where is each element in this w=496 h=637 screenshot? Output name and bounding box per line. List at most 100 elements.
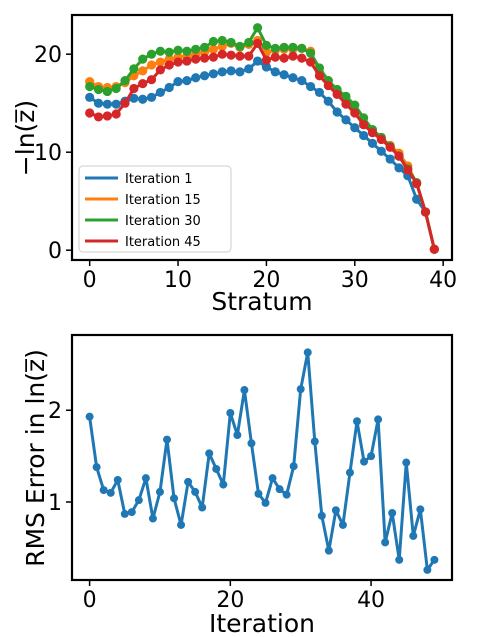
data-point <box>155 87 165 98</box>
x-tick-label: 20 <box>216 588 244 613</box>
data-point <box>173 45 183 55</box>
data-point <box>270 52 280 62</box>
data-point <box>93 84 104 95</box>
iteration-45-line <box>89 41 436 250</box>
legend: Iteration 1 Iteration 15 Iteration 30 It… <box>78 165 232 253</box>
rms-x-axis-label: Iteration <box>209 609 315 637</box>
data-point <box>296 385 305 394</box>
data-point <box>173 57 183 67</box>
data-point <box>270 43 280 53</box>
legend-box <box>78 165 232 253</box>
data-point <box>102 99 112 109</box>
stratum-ticks: 0 10 20 30 40 0 10 20 <box>34 43 457 293</box>
data-point <box>170 494 179 503</box>
data-point <box>385 142 395 152</box>
data-point <box>341 115 351 125</box>
data-point <box>155 65 165 75</box>
data-point <box>146 92 157 102</box>
data-point <box>423 565 432 574</box>
data-point <box>244 51 254 61</box>
data-point <box>226 66 236 76</box>
data-point <box>420 207 431 217</box>
x-tick-label: 40 <box>429 268 457 293</box>
data-point <box>306 81 316 92</box>
data-point <box>138 79 148 89</box>
legend-label-iteration-30: Iteration 30 <box>125 214 201 229</box>
data-point <box>233 431 242 440</box>
data-point <box>120 509 129 518</box>
data-point <box>430 555 439 564</box>
data-point <box>155 487 164 496</box>
data-point <box>182 56 192 66</box>
data-point <box>381 538 390 547</box>
data-point <box>324 546 333 555</box>
data-point <box>268 474 277 483</box>
data-point <box>240 386 249 395</box>
data-point <box>199 42 210 52</box>
data-point <box>99 486 108 495</box>
data-point <box>376 134 386 145</box>
data-point <box>395 555 404 564</box>
data-point <box>429 244 439 254</box>
data-point <box>412 178 422 189</box>
data-point <box>314 71 325 81</box>
data-point <box>350 100 360 110</box>
data-point <box>155 46 165 56</box>
data-point <box>261 62 272 72</box>
data-point <box>208 36 218 47</box>
data-point <box>279 70 289 80</box>
data-point <box>376 146 386 156</box>
data-point <box>141 474 150 483</box>
data-point <box>360 457 369 466</box>
data-point <box>235 41 245 51</box>
data-point <box>191 73 201 83</box>
data-point <box>164 47 174 57</box>
data-point <box>182 46 192 56</box>
data-point <box>198 503 207 512</box>
x-tick-label: 0 <box>83 268 97 293</box>
data-point <box>394 163 404 173</box>
stratum-x-axis-label: Stratum <box>211 287 312 316</box>
data-point <box>146 75 157 85</box>
data-point <box>208 52 218 62</box>
data-point <box>111 109 121 119</box>
data-point <box>129 64 139 74</box>
data-point <box>403 165 413 175</box>
data-point <box>85 412 94 421</box>
y-tick-label: 2 <box>48 399 62 424</box>
data-point <box>338 520 347 529</box>
data-point <box>323 96 333 106</box>
data-point <box>289 462 298 471</box>
data-point <box>191 44 201 54</box>
data-point <box>199 71 210 81</box>
data-point <box>106 488 115 497</box>
data-point <box>279 53 289 63</box>
data-point <box>297 76 307 86</box>
data-point <box>416 505 425 514</box>
legend-label-iteration-15: Iteration 15 <box>125 193 201 208</box>
data-point <box>332 89 342 99</box>
data-point <box>297 53 307 63</box>
x-tick-label: 40 <box>357 588 385 613</box>
data-point <box>146 49 157 59</box>
data-point <box>359 130 369 141</box>
data-point <box>205 449 214 458</box>
data-point <box>217 67 227 77</box>
legend-label-iteration-45: Iteration 45 <box>125 235 201 250</box>
data-point <box>226 37 236 48</box>
data-point <box>138 66 148 76</box>
data-point <box>129 83 139 94</box>
rms-error-chart: 0 20 40 1 2 Iteration RMS Error in ln(z̅) <box>21 333 454 637</box>
data-point <box>385 154 395 164</box>
rms-series <box>85 348 439 574</box>
data-point <box>247 439 256 448</box>
data-point <box>164 60 174 70</box>
data-point <box>306 48 316 58</box>
data-point <box>359 120 369 130</box>
x-tick-label: 0 <box>83 588 97 613</box>
data-point <box>275 485 284 494</box>
data-point <box>164 82 174 93</box>
data-point <box>217 35 227 46</box>
data-point <box>367 452 376 461</box>
data-point <box>331 506 340 515</box>
